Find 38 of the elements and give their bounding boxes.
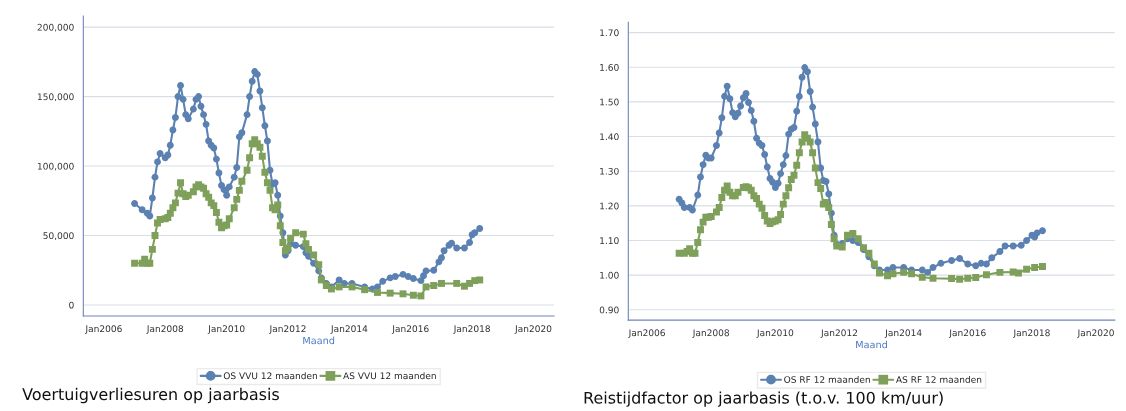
x-tick-label: Jan2014 — [330, 325, 368, 334]
x-tick-label: Jan2020 — [514, 325, 552, 334]
x-tick-label: Jan2010 — [756, 329, 794, 338]
x-axis-title: Maand — [856, 340, 887, 349]
x-tick-label: Jan2020 — [1077, 329, 1114, 338]
x-axis-title: Maand — [303, 336, 335, 345]
text: Reistijdfactor op jaarbasis (t.o.v. 100 km/uur) — [584, 391, 943, 407]
x-tick-label: Jan2016 — [948, 329, 986, 338]
legend-label: OS VVU 12 maanden — [223, 372, 317, 380]
y-tick-label: 1.60 — [600, 63, 619, 71]
x-tick-label: Jan2014 — [884, 329, 922, 338]
y-tick-label: 0 — [69, 301, 74, 309]
legend-label: OS RF 12 maanden — [784, 375, 870, 383]
y-tick-label: 0.90 — [599, 306, 619, 314]
x-tick-label: Jan2006 — [628, 329, 665, 338]
legend-label: AS VVU 12 maanden — [343, 372, 436, 380]
y-tick-label: 1.10 — [600, 237, 619, 245]
x-tick-label: Jan2008 — [692, 329, 730, 338]
x-tick-label: Jan2018 — [453, 325, 490, 334]
x-tick-label: Jan2010 — [207, 325, 245, 334]
x-tick-label: Jan2008 — [146, 325, 184, 334]
y-tick-label: 1.30 — [600, 167, 619, 175]
x-tick-label: Jan2012 — [269, 325, 306, 334]
y-tick-label: 100,000 — [37, 162, 74, 171]
y-tick-label: 1.20 — [600, 202, 619, 210]
legend-label: AS RF 12 maanden — [895, 375, 982, 383]
x-tick-label: Jan2018 — [1013, 329, 1050, 338]
y-tick-label: 200,000 — [37, 23, 74, 32]
x-tick-label: Jan2012 — [820, 329, 858, 338]
y-tick-label: 50,000 — [43, 232, 74, 240]
y-tick-label: 150,000 — [37, 93, 74, 102]
x-tick-label: Jan2016 — [391, 325, 429, 334]
y-tick-label: 1.50 — [600, 98, 619, 106]
text: Voertuigverliesuren op jaarbasis — [22, 387, 279, 404]
y-tick-label: 1.00 — [600, 271, 619, 279]
x-tick-label: Jan2006 — [85, 325, 122, 334]
y-tick-label: 1.40 — [600, 133, 619, 141]
y-tick-label: 1.70 — [600, 29, 619, 37]
